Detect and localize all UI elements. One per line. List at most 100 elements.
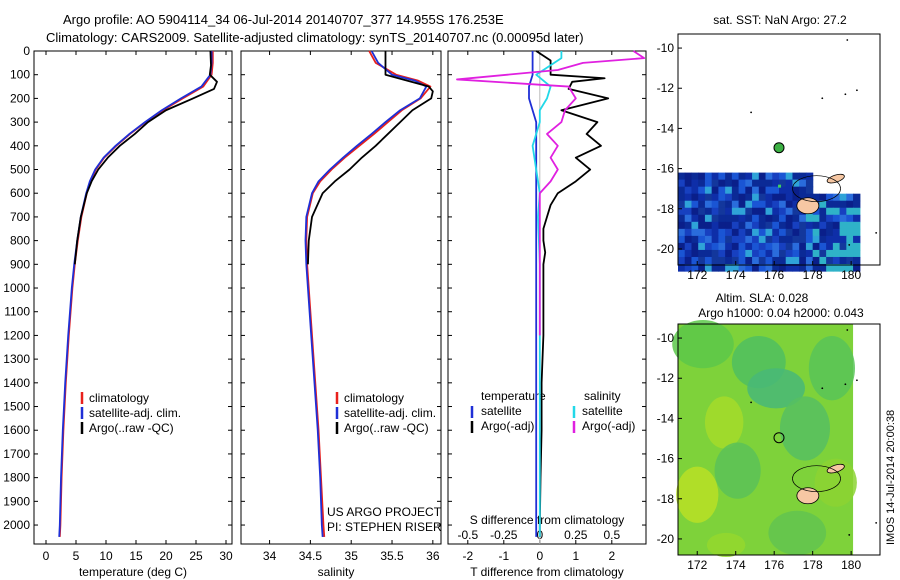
series-line [304,50,428,537]
sst-cell [718,172,726,181]
sst-cell [678,207,686,216]
sst-cell [704,221,713,230]
sst-cell [779,228,787,237]
sst-cell [684,193,693,202]
sst-cell [853,214,861,223]
islet [846,39,849,41]
sst-cell [725,228,733,237]
sst-cell [718,249,726,258]
sst-cell [839,235,847,244]
sst-cell [779,242,787,251]
sst-cell [853,242,861,251]
x-tick-label: 2 [608,549,615,563]
sst-cell [738,214,746,223]
sst-cell [785,186,794,195]
y-tick-label: 1200 [3,328,30,342]
sst-cell [684,263,693,272]
sst-cell [765,235,773,244]
sst-cell [711,172,719,181]
sst-cell [846,214,854,223]
project-annotation: US ARGO PROJECT [327,505,442,519]
sst-cell [738,186,746,195]
series-line [73,50,218,265]
sst-cell [765,249,773,258]
sst-cell [846,263,854,272]
sst-cell [785,256,794,265]
sst-cell [772,214,780,223]
sst-cell [846,235,854,244]
y-tick-label: 500 [10,163,30,177]
sst-cell [678,200,686,209]
series-line [307,51,434,265]
sst-cell [738,193,746,202]
x-tick-label: 30 [219,549,233,563]
sst-cell [752,228,760,237]
sst-cell [731,186,740,195]
map-y-tick-label: -12 [657,371,675,385]
sst-cell [765,221,773,230]
sst-cell [819,235,827,244]
sst-cell [792,179,800,188]
sst-cell [772,221,780,230]
sst-cell [691,207,699,216]
sst-cell [684,172,693,181]
sst-cell [772,242,780,251]
sst-cell [718,235,726,244]
x-tick-label: 0 [43,549,50,563]
sst-cell [698,235,706,244]
series-line [305,50,432,537]
sst-cell [832,235,841,244]
sst-cell [731,221,740,230]
sst-cell [711,179,719,188]
sst-cell [779,214,787,223]
islet [846,329,849,331]
sst-cell [785,221,794,230]
sst-cell [785,235,794,244]
sst-cell [745,221,753,230]
sst-cell [758,207,767,216]
sst-cell [711,214,719,223]
sst-cell [805,179,814,188]
sla-blob [706,532,746,558]
sst-cell [691,193,699,202]
sst-cell [812,249,820,258]
sst-map-panel: sat. SST: NaN Argo: 27.2 172 174 176 178 180… [657,13,881,282]
sst-cell [785,228,794,237]
sla-map-frame [677,323,881,556]
sst-cell [725,242,733,251]
sst-cell [799,186,807,195]
sst-cell [812,228,820,237]
sst-cell [792,186,800,195]
salinity-legend-argo: Argo(..raw -QC) [344,421,429,435]
sst-cell [799,221,807,230]
sla-map-panel: Altim. SLA: 0.028 Argo h1000: 0.04 h2000… [657,291,881,572]
sst-cell [738,235,746,244]
sst-cell [772,200,780,209]
sst-cell [738,172,746,181]
sst-cell [779,186,787,195]
sst-cell [711,186,719,195]
sst-cell [718,263,726,272]
sst-cell [691,263,699,272]
sst-cell [826,263,834,272]
sst-cell [711,221,719,230]
y-tick-label: 1900 [3,494,30,508]
sst-cell [792,235,800,244]
sst-cell [684,221,693,230]
islet [848,534,851,536]
sst-cell [711,228,719,237]
sla-blob [714,442,761,499]
sst-cell [752,207,760,216]
map-y-tick-label: -18 [657,202,675,216]
sst-cell [752,193,760,202]
y-tick-label: 600 [10,186,30,200]
sst-cell [718,193,726,202]
sst-cell [752,235,760,244]
sst-cell [684,228,693,237]
sst-cell [745,200,753,209]
sst-cell [799,235,807,244]
sst-cell [752,214,760,223]
sla-blob [814,458,857,507]
sst-cell [819,228,827,237]
sst-cell [684,235,693,244]
